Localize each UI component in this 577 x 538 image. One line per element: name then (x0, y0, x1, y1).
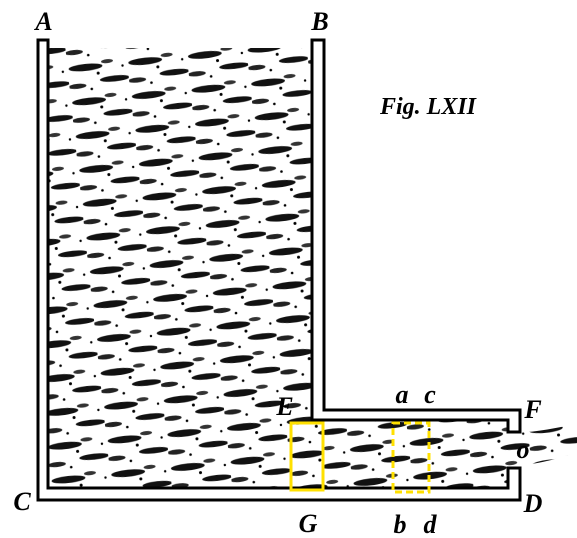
water (48, 48, 508, 488)
vessel-wall (36, 38, 522, 502)
point-label: b (394, 510, 407, 538)
section-marker (289, 421, 325, 492)
point-label: E (275, 392, 293, 421)
point-label: G (299, 509, 318, 538)
point-label: D (523, 489, 543, 518)
point-label: d (424, 510, 438, 538)
point-label: c (424, 380, 436, 409)
point-label: A (33, 7, 52, 36)
water-jet (508, 424, 577, 466)
point-label: B (310, 7, 328, 36)
point-label: F (523, 395, 541, 424)
vessel (36, 38, 577, 502)
figure-title: Fig. LXII (379, 94, 478, 120)
vessel-wall (310, 38, 522, 434)
point-label: C (13, 487, 31, 516)
point-label: o (517, 435, 530, 464)
point-label: a (396, 380, 409, 409)
section-marker (391, 421, 431, 494)
